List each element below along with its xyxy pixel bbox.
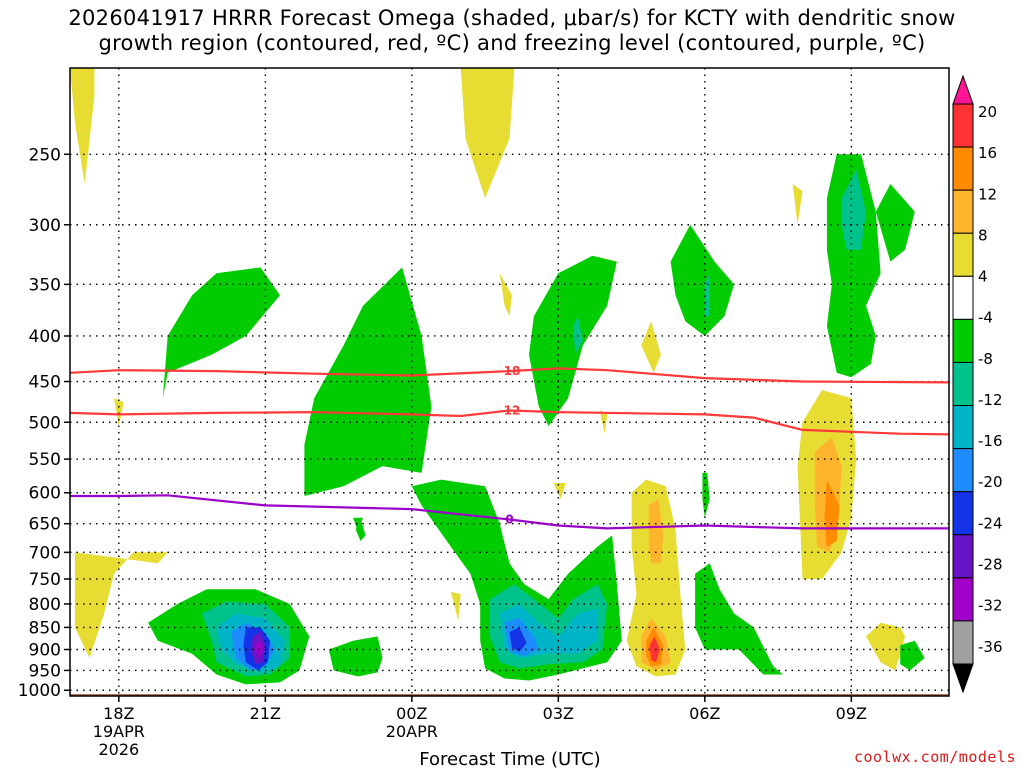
- colorbar-box-4: [952, 275, 974, 320]
- y-axis: 250 300 350 400 450 500 550 600 650 700 750 800 850 9…: [18, 145, 70, 701]
- y-tick-label-850: 850: [29, 618, 61, 638]
- x-axis-label: Forecast Time (UTC): [419, 749, 600, 768]
- colorbar-legend: 20 16 12 8 4 -4 -8 -12 -16 -20 -24 -28 -32 -36: [952, 74, 1003, 694]
- colorbar-label-8: -16: [978, 432, 1003, 450]
- x-tick-label-03Z: 03Z: [543, 704, 574, 723]
- y-tick-label-500: 500: [29, 413, 61, 433]
- credit-text[interactable]: coolwx.com/models: [853, 748, 1016, 766]
- omega-region-descent-0545z-upper: [670, 224, 735, 336]
- x-tick-sublabel-00Z-0: 20APR: [386, 722, 438, 741]
- y-tick-label-750: 750: [29, 570, 61, 590]
- omega-region-ascent-0930z-low: [866, 622, 906, 671]
- omega-region-descent-10z-low: [900, 640, 925, 671]
- omega-region-descent-06z-low: [695, 563, 783, 675]
- omega-region-ascent-05z-column-l8: [648, 499, 664, 564]
- colorbar-label-4: 4: [978, 268, 988, 286]
- contour-label-freezing-level: 0: [505, 513, 513, 527]
- colorbar-label-0: 20: [978, 103, 997, 121]
- omega-region-ascent-01z-upper: [460, 68, 515, 199]
- colorbar-box-1: [952, 146, 974, 191]
- y-tick-label-350: 350: [29, 275, 61, 295]
- contour-dendritic-lower: [70, 409, 949, 436]
- colorbar-label-12: -32: [978, 597, 1003, 615]
- y-tick-label-550: 550: [29, 450, 61, 470]
- colorbar-box-9: [952, 491, 974, 536]
- omega-region-descent-0830z-upper: [875, 184, 915, 262]
- colorbar-label-11: -28: [978, 556, 1003, 574]
- colorbar-label-3: 8: [978, 226, 988, 244]
- colorbar-box-3: [952, 232, 974, 277]
- colorbar-box-11: [952, 577, 974, 622]
- colorbar-box-2: [952, 189, 974, 234]
- colorbar-label-13: -36: [978, 638, 1003, 656]
- x-tick-label-09Z: 09Z: [836, 704, 867, 723]
- y-tick-label-1000: 1000: [18, 681, 61, 701]
- y-tick-label-400: 400: [29, 327, 61, 347]
- colorbar-label-2: 12: [978, 185, 997, 203]
- colorbar-label-7: -12: [978, 391, 1003, 409]
- omega-region-descent-06z-mid: [702, 472, 710, 518]
- x-tick-label-18Z: 18Z: [103, 704, 134, 723]
- x-tick-sublabel-18Z-0: 19APR: [93, 722, 145, 741]
- omega-region-ascent-05z-low-l16: [649, 636, 660, 663]
- colorbar-label-1: 16: [978, 144, 997, 162]
- x-tick-label-00Z: 00Z: [396, 704, 427, 723]
- colorbar-box-8: [952, 448, 974, 493]
- colorbar-box-10: [952, 534, 974, 579]
- y-tick-label-600: 600: [29, 484, 61, 504]
- y-tick-label-250: 250: [29, 145, 61, 165]
- y-tick-label-650: 650: [29, 515, 61, 535]
- omega-region-descent-2330z-tower: [304, 267, 432, 496]
- omega-region-ascent-0715z-small: [792, 184, 803, 225]
- omega-region-ascent-0430z: [641, 321, 661, 373]
- omega-region-descent-08z-upper: [826, 154, 881, 378]
- grid-lines: [70, 68, 949, 696]
- omega-region-descent-1830z-upper: [162, 267, 280, 399]
- contour-lines: -18 -12 0: [70, 364, 949, 530]
- omega-shaded-regions: [70, 68, 949, 696]
- colorbar-arrow-bottom: [952, 663, 974, 694]
- y-tick-label-700: 700: [29, 543, 61, 563]
- colorbar-box-0: [952, 103, 974, 148]
- omega-region-ascent-19z-small: [114, 398, 124, 427]
- chart-title-line-1: 2026041917 HRRR Forecast Omega (shaded, …: [68, 6, 956, 30]
- x-tick-label-21Z: 21Z: [250, 704, 281, 723]
- chart-title-line-2: growth region (contoured, red, ºC) and f…: [98, 31, 926, 55]
- colorbar-box-12: [952, 620, 974, 665]
- y-tick-label-900: 900: [29, 641, 61, 661]
- colorbar-label-6: -8: [978, 350, 993, 368]
- omega-region-descent-0230z-upper: [529, 255, 617, 427]
- omega-region-ascent-17z-upper: [70, 68, 95, 184]
- colorbar-arrow-top: [952, 74, 974, 105]
- omega-region-descent-2220z-tiny: [355, 517, 366, 542]
- contour-label-dendritic-upper: -18: [499, 364, 521, 378]
- x-tick-label-06Z: 06Z: [689, 704, 720, 723]
- y-tick-label-950: 950: [29, 661, 61, 681]
- omega-region-descent-08z-upper-l8: [841, 169, 866, 250]
- x-tick-sublabel-18Z-1: 2026: [98, 740, 139, 759]
- y-tick-label-300: 300: [29, 216, 61, 236]
- colorbar-label-5: -4: [978, 309, 993, 327]
- omega-region-ascent-03z-small: [553, 483, 566, 500]
- omega-region-ascent-05z-column: [626, 479, 686, 677]
- colorbar-box-7: [952, 405, 974, 450]
- colorbar-box-5: [952, 318, 974, 363]
- colorbar-box-6: [952, 361, 974, 407]
- omega-region-ascent-08z-column-l12: [824, 479, 840, 547]
- ground-surface: [70, 694, 949, 696]
- omega-region-descent-2230z-small: [328, 636, 383, 677]
- y-tick-label-800: 800: [29, 595, 61, 615]
- contour-label-dendritic-lower: -12: [499, 403, 521, 417]
- omega-region-descent-03z-low-l20: [509, 627, 527, 652]
- contour-dendritic-upper: [70, 367, 949, 384]
- omega-region-ascent-01z-small: [450, 591, 461, 621]
- y-tick-label-450: 450: [29, 373, 61, 393]
- omega-region-ascent-0130z-small: [499, 273, 512, 317]
- colorbar-label-10: -24: [978, 514, 1003, 532]
- colorbar-label-9: -20: [978, 473, 1003, 491]
- contour-freezing-level: [70, 494, 949, 530]
- omega-region-ascent-1730z: [74, 552, 168, 658]
